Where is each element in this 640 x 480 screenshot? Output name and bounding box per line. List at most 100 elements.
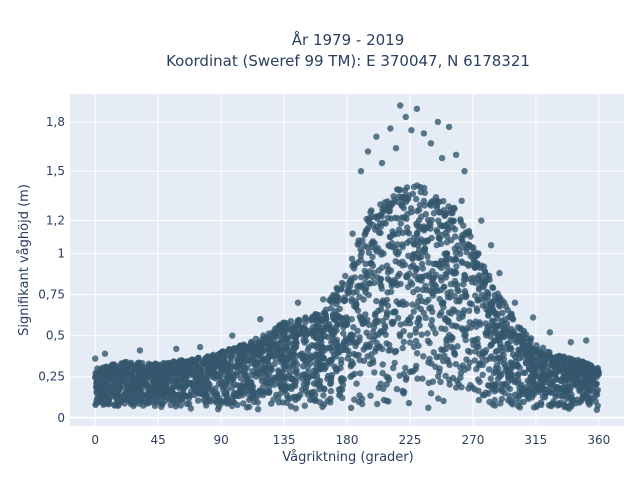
data-point bbox=[465, 227, 473, 235]
data-point bbox=[414, 375, 421, 382]
data-point bbox=[313, 365, 320, 372]
data-point bbox=[99, 364, 106, 371]
data-point bbox=[289, 375, 296, 382]
data-point bbox=[303, 379, 310, 386]
data-point bbox=[399, 262, 406, 269]
data-point bbox=[539, 393, 547, 400]
data-point bbox=[496, 303, 503, 310]
data-point bbox=[392, 245, 399, 252]
data-point bbox=[387, 288, 395, 295]
data-point bbox=[487, 342, 494, 349]
data-point bbox=[357, 274, 365, 281]
data-point bbox=[445, 123, 453, 131]
data-point bbox=[392, 258, 399, 265]
data-point bbox=[448, 209, 455, 217]
data-point bbox=[327, 357, 334, 364]
data-point bbox=[466, 242, 473, 249]
data-point bbox=[202, 399, 209, 406]
data-point bbox=[453, 384, 460, 391]
data-point bbox=[494, 375, 502, 383]
data-point bbox=[572, 400, 579, 407]
data-point bbox=[379, 361, 386, 368]
data-point bbox=[409, 301, 416, 308]
data-point bbox=[399, 243, 406, 251]
data-point bbox=[338, 375, 346, 382]
data-point bbox=[341, 320, 348, 327]
data-point bbox=[567, 394, 574, 401]
x-tick-label: 270 bbox=[461, 433, 484, 447]
y-tick-label: 1,8 bbox=[46, 115, 65, 129]
data-point bbox=[455, 287, 462, 295]
data-point bbox=[395, 230, 402, 237]
data-point bbox=[301, 402, 308, 409]
data-point bbox=[493, 347, 501, 355]
data-point bbox=[493, 322, 500, 329]
data-point bbox=[357, 168, 365, 175]
data-point bbox=[299, 325, 307, 332]
data-point bbox=[390, 193, 397, 200]
data-point bbox=[349, 360, 357, 368]
data-point bbox=[308, 315, 316, 322]
data-point bbox=[593, 388, 600, 396]
data-point bbox=[400, 328, 407, 335]
data-point bbox=[383, 262, 391, 269]
data-point bbox=[539, 370, 547, 377]
data-point bbox=[437, 286, 445, 294]
data-point bbox=[400, 204, 407, 212]
data-point bbox=[351, 370, 358, 377]
data-point bbox=[338, 356, 345, 363]
data-point bbox=[254, 406, 262, 413]
data-point bbox=[385, 347, 392, 354]
data-point bbox=[516, 355, 523, 362]
data-point bbox=[292, 405, 299, 412]
data-point bbox=[474, 340, 481, 347]
data-point bbox=[135, 386, 142, 393]
data-point bbox=[237, 342, 245, 350]
data-point bbox=[253, 364, 260, 371]
data-point bbox=[548, 371, 556, 378]
data-point bbox=[522, 331, 530, 338]
x-tick-label: 315 bbox=[524, 433, 547, 447]
data-point bbox=[336, 320, 343, 327]
data-point bbox=[413, 231, 421, 238]
data-point bbox=[446, 361, 453, 368]
data-point bbox=[585, 364, 592, 371]
data-point bbox=[437, 240, 445, 247]
data-point bbox=[452, 360, 460, 368]
data-point bbox=[433, 199, 441, 206]
data-point bbox=[378, 213, 385, 220]
data-point bbox=[373, 297, 380, 305]
data-point bbox=[392, 309, 399, 316]
data-point bbox=[529, 348, 536, 355]
data-point bbox=[240, 383, 248, 391]
data-point bbox=[166, 359, 173, 367]
data-point bbox=[582, 372, 589, 379]
data-point bbox=[366, 280, 374, 287]
data-point bbox=[520, 344, 527, 351]
data-point bbox=[436, 221, 444, 228]
data-point bbox=[481, 391, 488, 399]
data-point bbox=[275, 394, 282, 401]
data-point bbox=[285, 347, 292, 355]
data-point bbox=[404, 283, 412, 291]
data-point bbox=[492, 381, 500, 388]
data-point bbox=[410, 308, 417, 315]
y-tick-label: 1 bbox=[57, 246, 65, 260]
data-point bbox=[121, 370, 128, 377]
data-point bbox=[570, 357, 577, 365]
data-point bbox=[466, 300, 474, 307]
data-point bbox=[486, 355, 493, 362]
data-point bbox=[224, 386, 231, 394]
data-point bbox=[313, 341, 320, 349]
data-point bbox=[408, 127, 415, 134]
data-point bbox=[288, 353, 296, 360]
data-point bbox=[369, 253, 376, 261]
data-point bbox=[350, 324, 357, 331]
data-point bbox=[436, 235, 443, 242]
data-point bbox=[182, 362, 190, 370]
data-point bbox=[357, 370, 364, 377]
data-point bbox=[475, 286, 483, 293]
data-point bbox=[254, 340, 261, 348]
data-point bbox=[495, 295, 503, 303]
data-point bbox=[348, 279, 355, 286]
